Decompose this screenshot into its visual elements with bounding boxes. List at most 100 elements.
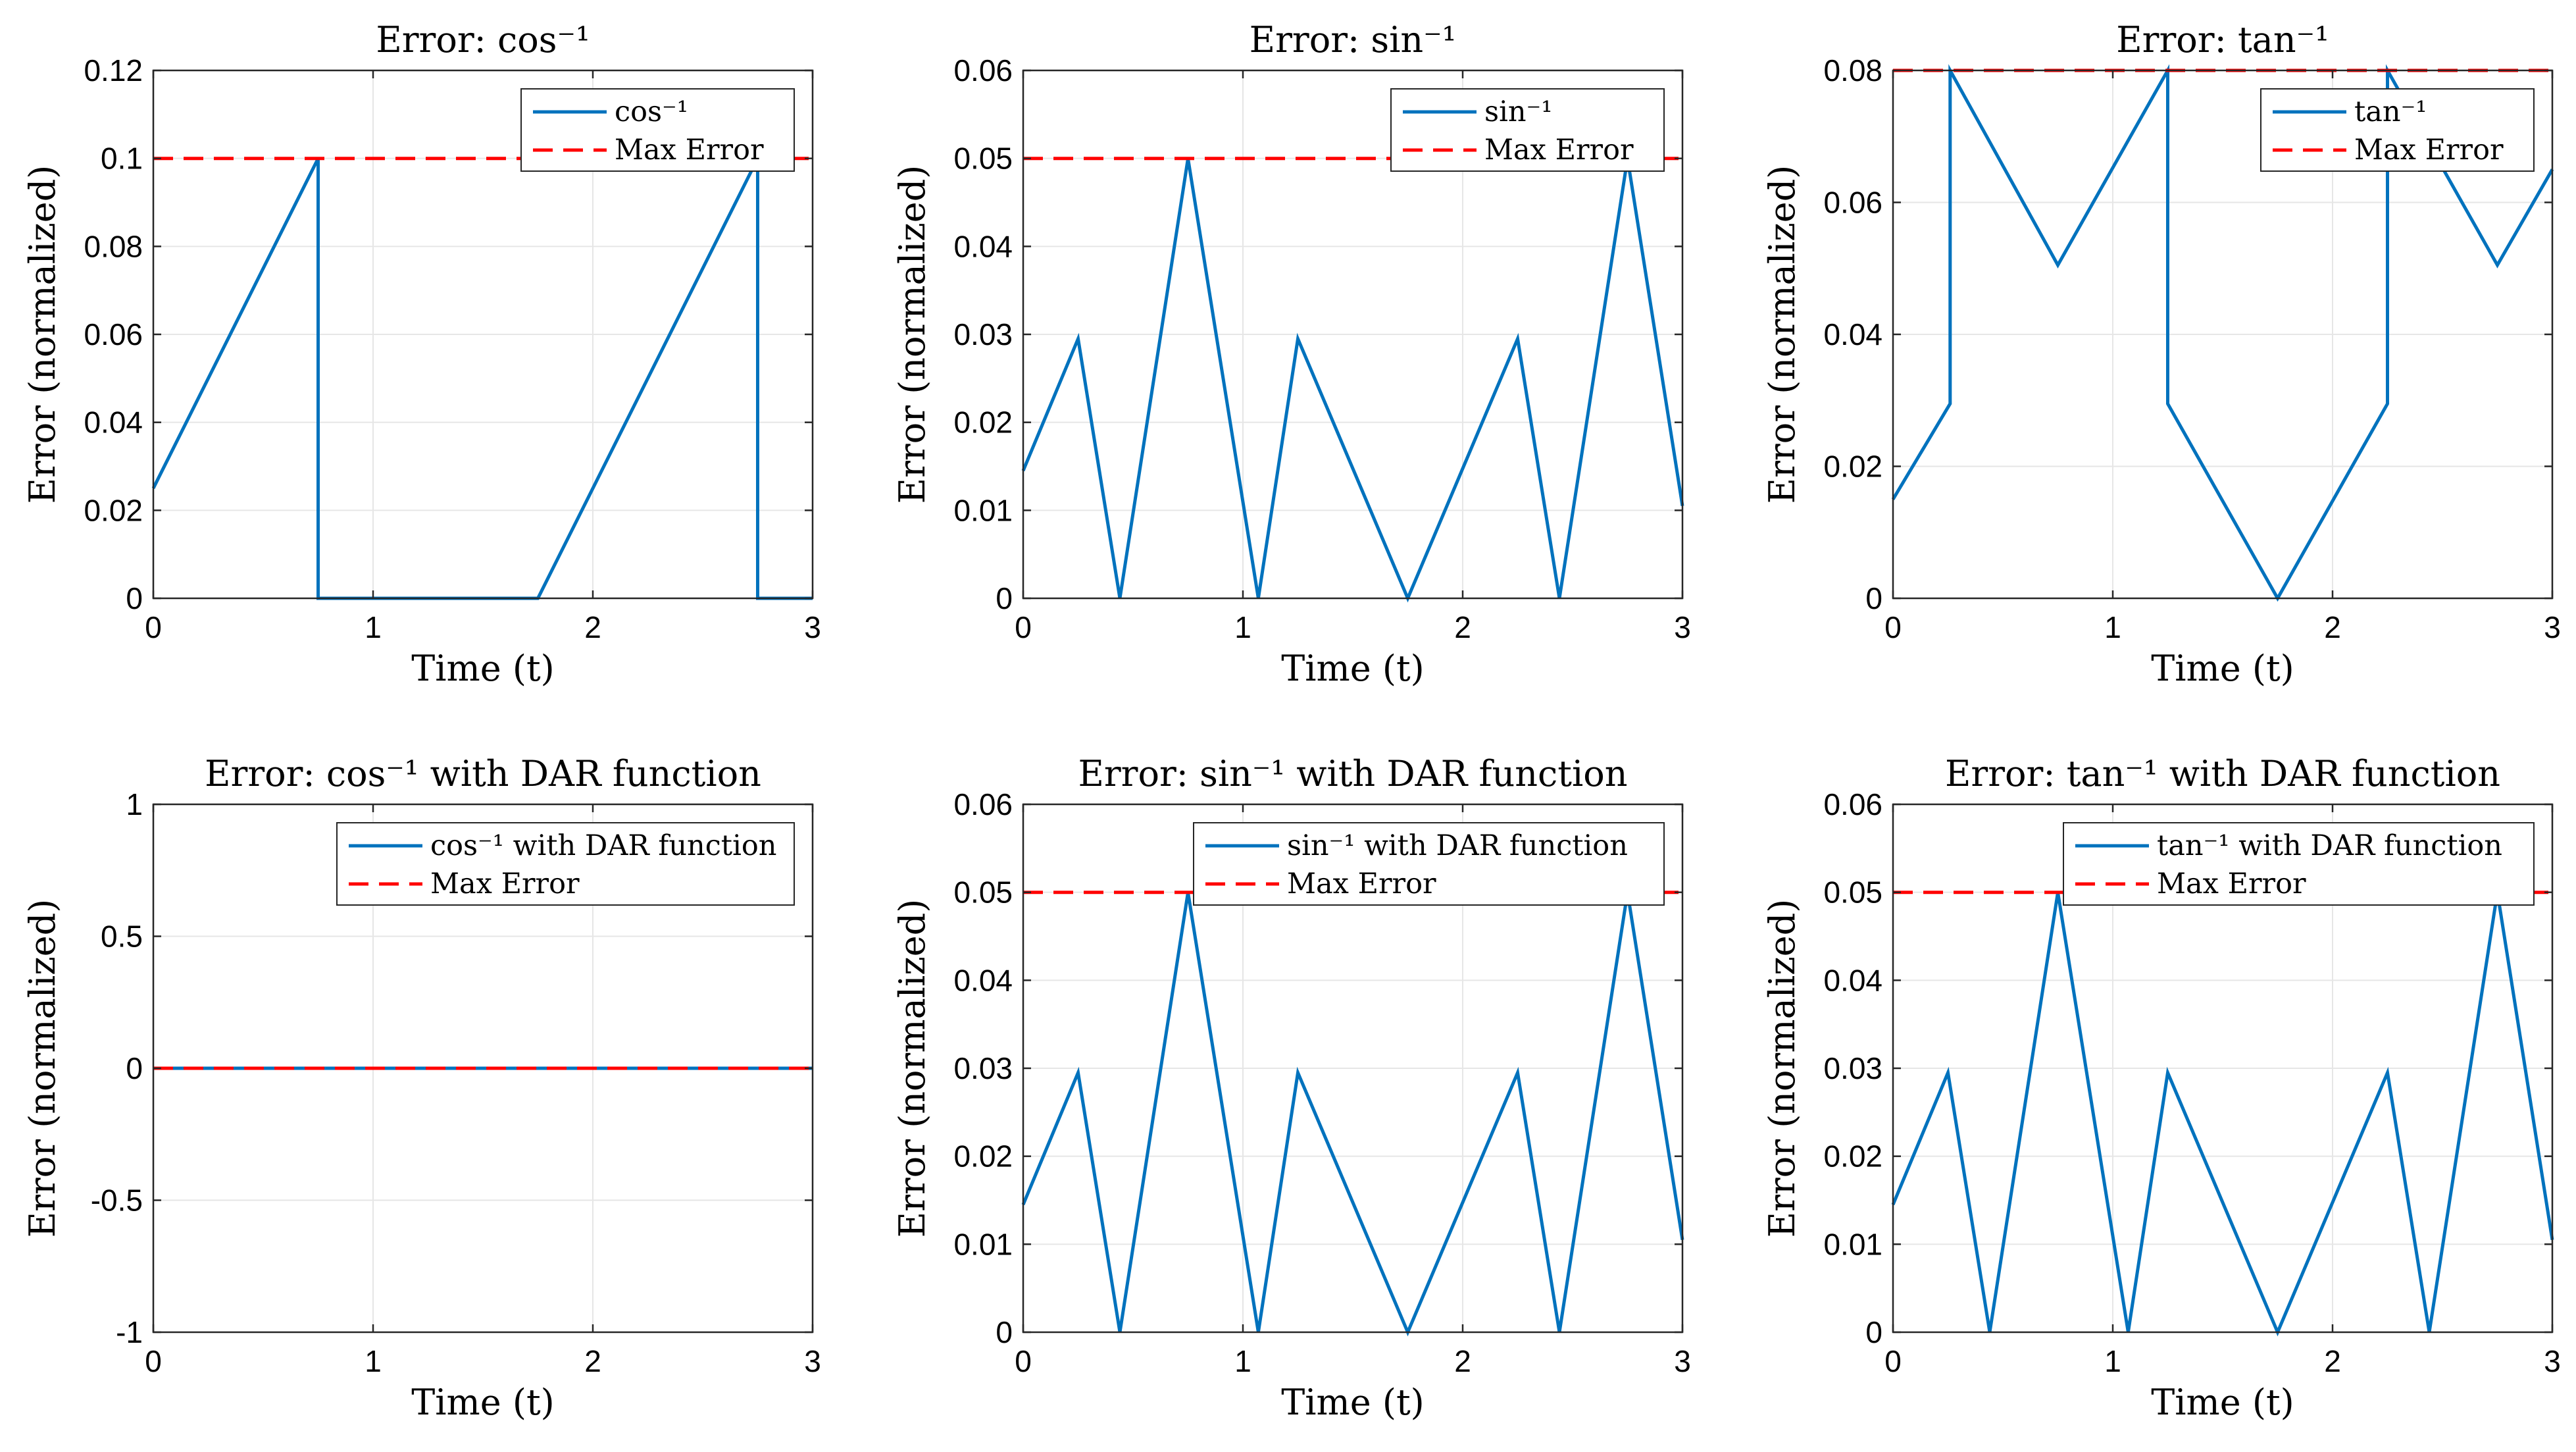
y-tick-label: 0.02 (953, 1139, 1013, 1174)
y-tick-label: 0.06 (953, 787, 1013, 821)
x-tick-label: 0 (145, 1344, 162, 1378)
y-axis-label: Error (normalized) (1761, 165, 1803, 504)
legend: sin⁻¹ with DAR function Max Error (1193, 822, 1665, 906)
error-series-line (1891, 892, 2554, 1337)
x-tick-label: 3 (1674, 610, 1691, 644)
y-tick-label: -1 (116, 1315, 143, 1349)
y-tick-label: 0.5 (101, 920, 143, 954)
legend-label: Max Error (430, 868, 580, 900)
x-tick-label: 2 (584, 1344, 601, 1378)
legend-label: cos⁻¹ (615, 95, 688, 128)
x-axis-label: Time (t) (411, 648, 554, 689)
x-tick-label: 3 (2544, 1344, 2561, 1378)
x-tick-label: 1 (365, 610, 382, 644)
y-tick-label: 0 (996, 1315, 1013, 1349)
y-tick-label: 0 (996, 581, 1013, 615)
chart-title: Error: cos⁻¹ (376, 19, 590, 61)
x-tick-label: 1 (1234, 610, 1251, 644)
x-axis-label: Time (t) (1281, 648, 1424, 689)
legend-box (520, 88, 795, 172)
subplot-6: 0 1 2 3 0 0.01 0.02 0.03 0.04 0.05 0.06 Error: tan⁻… (1761, 753, 2561, 1423)
chart-title: Error: cos⁻¹ with DAR function (205, 753, 761, 794)
subplot-3: 0 1 2 3 0 0.02 0.04 0.06 0.08 Error: tan⁻¹ Time (t… (1761, 19, 2561, 689)
x-tick-label: 2 (2324, 1344, 2341, 1378)
legend: cos⁻¹ Max Error (520, 88, 795, 172)
subplot-1: 0 1 2 3 0 0.02 0.04 0.06 0.08 0.1 0.12 Error: cos⁻¹… (22, 19, 821, 689)
x-tick-label: 0 (1884, 1344, 1902, 1378)
y-axis-label: Error (normalized) (892, 899, 933, 1238)
y-tick-label: 0.01 (1823, 1227, 1882, 1261)
chart-title: Error: tan⁻¹ (2116, 19, 2329, 61)
legend: tan⁻¹ with DAR function Max Error (2063, 822, 2535, 906)
x-tick-label: 1 (2104, 1344, 2121, 1378)
y-tick-label: 0.03 (953, 317, 1013, 351)
y-axis-label: Error (normalized) (892, 165, 933, 504)
x-axis-label: Time (t) (1281, 1382, 1424, 1423)
legend: sin⁻¹ Max Error (1390, 88, 1665, 172)
x-tick-label: 2 (1454, 1344, 1471, 1378)
y-tick-label: 0 (1865, 1315, 1882, 1349)
y-tick-label: 0.04 (84, 405, 143, 440)
x-tick-label: 1 (365, 1344, 382, 1378)
legend-label: cos⁻¹ with DAR function (430, 829, 776, 862)
legend-label: Max Error (2157, 868, 2306, 900)
y-tick-label: 0.02 (84, 493, 143, 527)
error-series-line (1021, 892, 1684, 1337)
y-tick-label: 0.01 (953, 1227, 1013, 1261)
y-tick-label: 0.03 (1823, 1051, 1882, 1085)
y-tick-label: 0.12 (84, 53, 143, 88)
y-tick-label: 0 (1865, 581, 1882, 615)
y-tick-label: 0.06 (1823, 787, 1882, 821)
x-axis-label: Time (t) (2151, 1382, 2294, 1423)
legend-label: sin⁻¹ with DAR function (1287, 829, 1628, 862)
y-tick-label: 0.04 (1823, 317, 1882, 351)
y-axis-label: Error (normalized) (22, 899, 63, 1238)
y-tick-label: 0.08 (1823, 53, 1882, 88)
y-tick-label: 0.02 (953, 405, 1013, 440)
y-tick-label: 0.05 (953, 875, 1013, 910)
subplot-4: 0 1 2 3 -1 -0.5 0 0.5 1 Error: cos⁻¹ with DAR fun… (22, 753, 821, 1423)
y-tick-label: 0.04 (1823, 963, 1882, 997)
legend-box (336, 822, 795, 906)
legend-box (2063, 822, 2535, 906)
y-tick-label: 0.04 (953, 963, 1013, 997)
y-tick-label: 0.05 (1823, 875, 1882, 910)
x-tick-label: 2 (2324, 610, 2341, 644)
y-tick-label: 0.03 (953, 1051, 1013, 1085)
y-tick-label: -0.5 (91, 1183, 143, 1218)
legend-label: Max Error (615, 134, 764, 167)
y-tick-label: 1 (126, 787, 143, 821)
y-tick-label: 0.01 (953, 493, 1013, 527)
x-axis-label: Time (t) (2151, 648, 2294, 689)
legend: cos⁻¹ with DAR function Max Error (336, 822, 795, 906)
x-tick-label: 0 (1015, 610, 1032, 644)
legend-label: Max Error (1484, 134, 1634, 167)
x-tick-label: 1 (1234, 1344, 1251, 1378)
x-tick-label: 3 (1674, 1344, 1691, 1378)
legend-box (1390, 88, 1665, 172)
x-tick-label: 3 (804, 1344, 821, 1378)
y-tick-label: 0.04 (953, 229, 1013, 263)
y-tick-label: 0 (126, 581, 143, 615)
y-tick-label: 0.06 (1823, 186, 1882, 220)
legend-box (1193, 822, 1665, 906)
chart-title: Error: sin⁻¹ (1250, 19, 1457, 61)
y-tick-label: 0.02 (1823, 450, 1882, 484)
y-tick-label: 0.08 (84, 229, 143, 263)
legend-box (2260, 88, 2535, 172)
x-tick-label: 0 (1015, 1344, 1032, 1378)
x-tick-label: 1 (2104, 610, 2121, 644)
subplot-5: 0 1 2 3 0 0.01 0.02 0.03 0.04 0.05 0.06 Error: sin⁻… (892, 753, 1691, 1423)
y-tick-label: 0.1 (101, 142, 143, 176)
y-tick-label: 0 (126, 1051, 143, 1085)
subplot-2: 0 1 2 3 0 0.01 0.02 0.03 0.04 0.05 0.06 Error: sin⁻… (892, 19, 1691, 689)
legend-label: tan⁻¹ with DAR function (2157, 829, 2502, 862)
x-tick-label: 3 (2544, 610, 2561, 644)
error-series-line (1021, 158, 1684, 603)
x-axis-label: Time (t) (411, 1382, 554, 1423)
chart-title: Error: sin⁻¹ with DAR function (1078, 753, 1627, 794)
x-tick-label: 2 (584, 610, 601, 644)
legend: tan⁻¹ Max Error (2260, 88, 2535, 172)
x-tick-label: 3 (804, 610, 821, 644)
